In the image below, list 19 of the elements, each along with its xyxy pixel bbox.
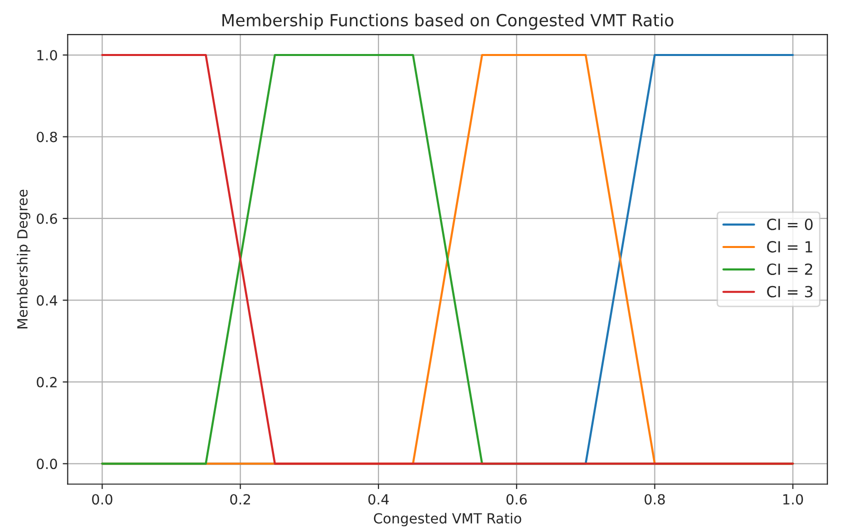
y-axis-title: Membership Degree <box>16 190 30 328</box>
x-tick-label: 0.8 <box>644 494 665 505</box>
legend-label: CI = 3 <box>767 286 812 298</box>
y-tick-label: 0.4 <box>36 295 58 306</box>
x-tick-label: 0.0 <box>92 494 112 505</box>
chart-title: Membership Functions based on Congested VMT Ratio <box>222 14 674 30</box>
legend-label: CI = 2 <box>767 263 812 275</box>
y-tick-label: 0.2 <box>36 376 57 388</box>
y-tick-label: 0.8 <box>36 132 58 142</box>
x-tick-label: 0.2 <box>230 494 250 505</box>
legend-label: CI = 0 <box>767 218 813 230</box>
y-tick-label: 1.0 <box>37 50 58 60</box>
x-tick-label: 1.0 <box>783 494 803 505</box>
x-axis-title: Congested VMT Ratio <box>374 512 522 526</box>
legend-label: CI = 1 <box>767 241 812 253</box>
x-tick-label: 0.4 <box>368 494 389 505</box>
y-tick-label: 0.0 <box>36 458 58 470</box>
y-tick-label: 0.6 <box>36 213 58 224</box>
x-tick-label: 0.6 <box>506 494 527 505</box>
